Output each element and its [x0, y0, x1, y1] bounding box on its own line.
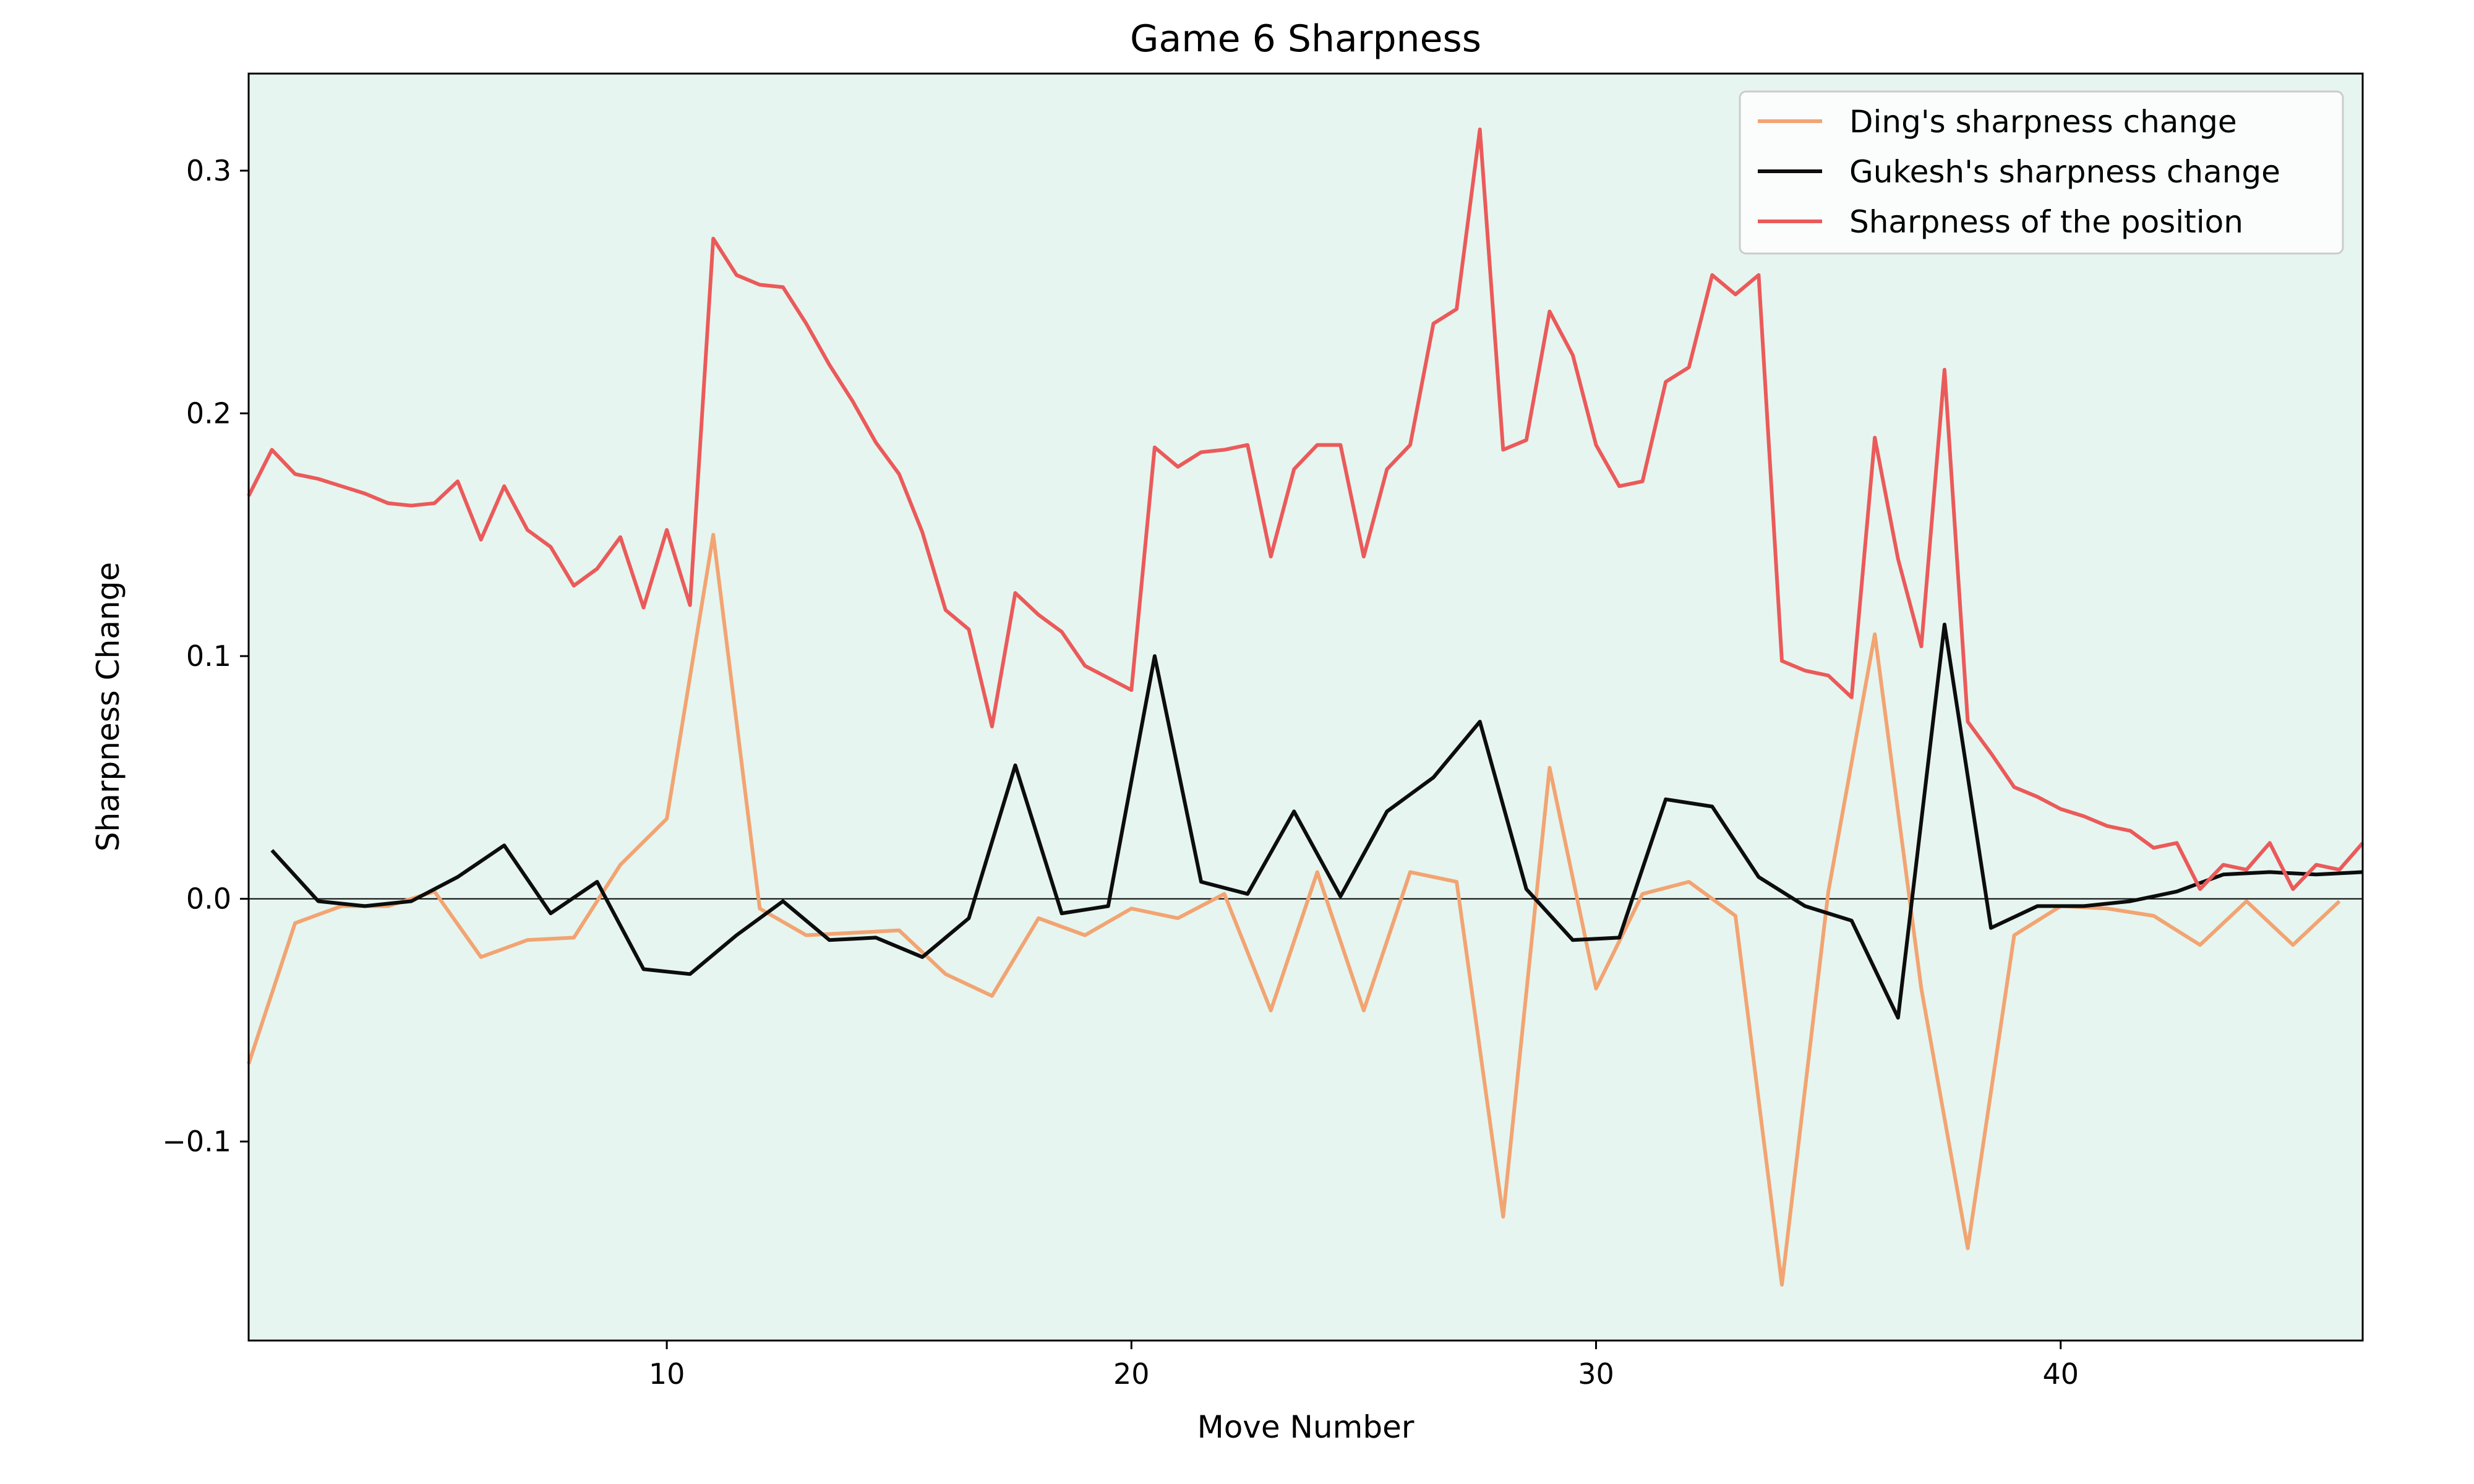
legend: Ding's sharpness change Gukesh's sharpne… — [1739, 90, 2344, 255]
y-tick-label: −0.1 — [162, 1125, 231, 1158]
legend-box — [1739, 90, 2344, 255]
legend-label-ding: Ding's sharpness change — [1849, 104, 2237, 140]
position-sharpness-line — [247, 127, 2365, 891]
x-tick-label: 20 — [1113, 1357, 1150, 1391]
legend-label-position: Sharpness of the position — [1849, 204, 2243, 240]
chart-title: Game 6 Sharpness — [1130, 17, 1481, 61]
x-tick-label: 30 — [1578, 1357, 1614, 1391]
ding-sharpness-line — [247, 532, 2341, 1287]
y-tick-label: 0.0 — [186, 882, 231, 916]
y-axis-label: Sharpness Change — [90, 562, 126, 851]
x-tick-label: 40 — [2042, 1357, 2079, 1391]
y-axis: −0.1 0.0 0.1 0.2 0.3 — [162, 154, 249, 1158]
legend-label-gukesh: Gukesh's sharpness change — [1849, 154, 2280, 190]
series-layer — [247, 127, 2365, 1287]
gukesh-sharpness-line — [270, 623, 2363, 1020]
plot-background — [249, 74, 2363, 1341]
y-tick-label: 0.3 — [186, 154, 231, 187]
x-axis-label: Move Number — [1197, 1409, 1415, 1445]
x-axis: 10 20 30 40 — [649, 1341, 2079, 1391]
y-tick-label: 0.2 — [186, 397, 231, 430]
y-tick-label: 0.1 — [186, 639, 231, 673]
x-tick-label: 10 — [649, 1357, 685, 1391]
plot-frame — [247, 72, 2364, 1342]
